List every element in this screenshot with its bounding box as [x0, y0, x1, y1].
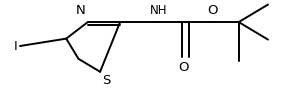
Text: I: I [14, 39, 18, 53]
Text: N: N [75, 4, 85, 17]
Text: O: O [178, 61, 188, 74]
Text: NH: NH [150, 4, 167, 17]
Text: O: O [207, 4, 218, 17]
Text: S: S [103, 74, 111, 87]
